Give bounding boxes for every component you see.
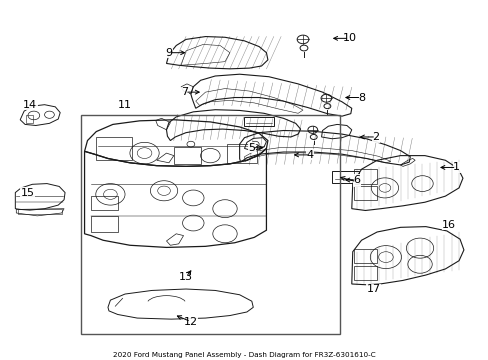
Text: 1: 1	[452, 162, 459, 172]
Text: 9: 9	[165, 48, 172, 58]
Text: 2: 2	[372, 132, 379, 142]
Text: 14: 14	[23, 100, 37, 110]
Bar	[353, 169, 376, 184]
Bar	[353, 249, 376, 263]
Bar	[91, 196, 118, 211]
Bar	[26, 116, 33, 123]
Bar	[173, 147, 200, 164]
Text: 5: 5	[248, 143, 255, 153]
Text: 6: 6	[352, 175, 360, 185]
Text: 10: 10	[342, 33, 356, 43]
Bar	[18, 210, 61, 214]
Text: 16: 16	[441, 220, 455, 230]
Text: 17: 17	[366, 284, 380, 294]
Text: 11: 11	[118, 100, 132, 110]
Text: 15: 15	[20, 188, 35, 198]
Bar	[96, 137, 132, 160]
Text: 7: 7	[181, 87, 188, 97]
Text: 8: 8	[357, 93, 365, 103]
Text: 3: 3	[352, 177, 360, 187]
Bar	[331, 171, 358, 183]
Text: 2020 Ford Mustang Panel Assembly - Dash Diagram for FR3Z-6301610-C: 2020 Ford Mustang Panel Assembly - Dash …	[113, 351, 375, 357]
Bar	[91, 216, 118, 232]
Text: 12: 12	[183, 317, 198, 327]
Bar	[353, 186, 376, 200]
Bar	[227, 144, 256, 163]
Text: 13: 13	[179, 272, 193, 282]
Text: 4: 4	[306, 150, 313, 160]
Bar	[81, 116, 339, 334]
Bar	[353, 266, 376, 280]
Bar	[244, 117, 273, 126]
